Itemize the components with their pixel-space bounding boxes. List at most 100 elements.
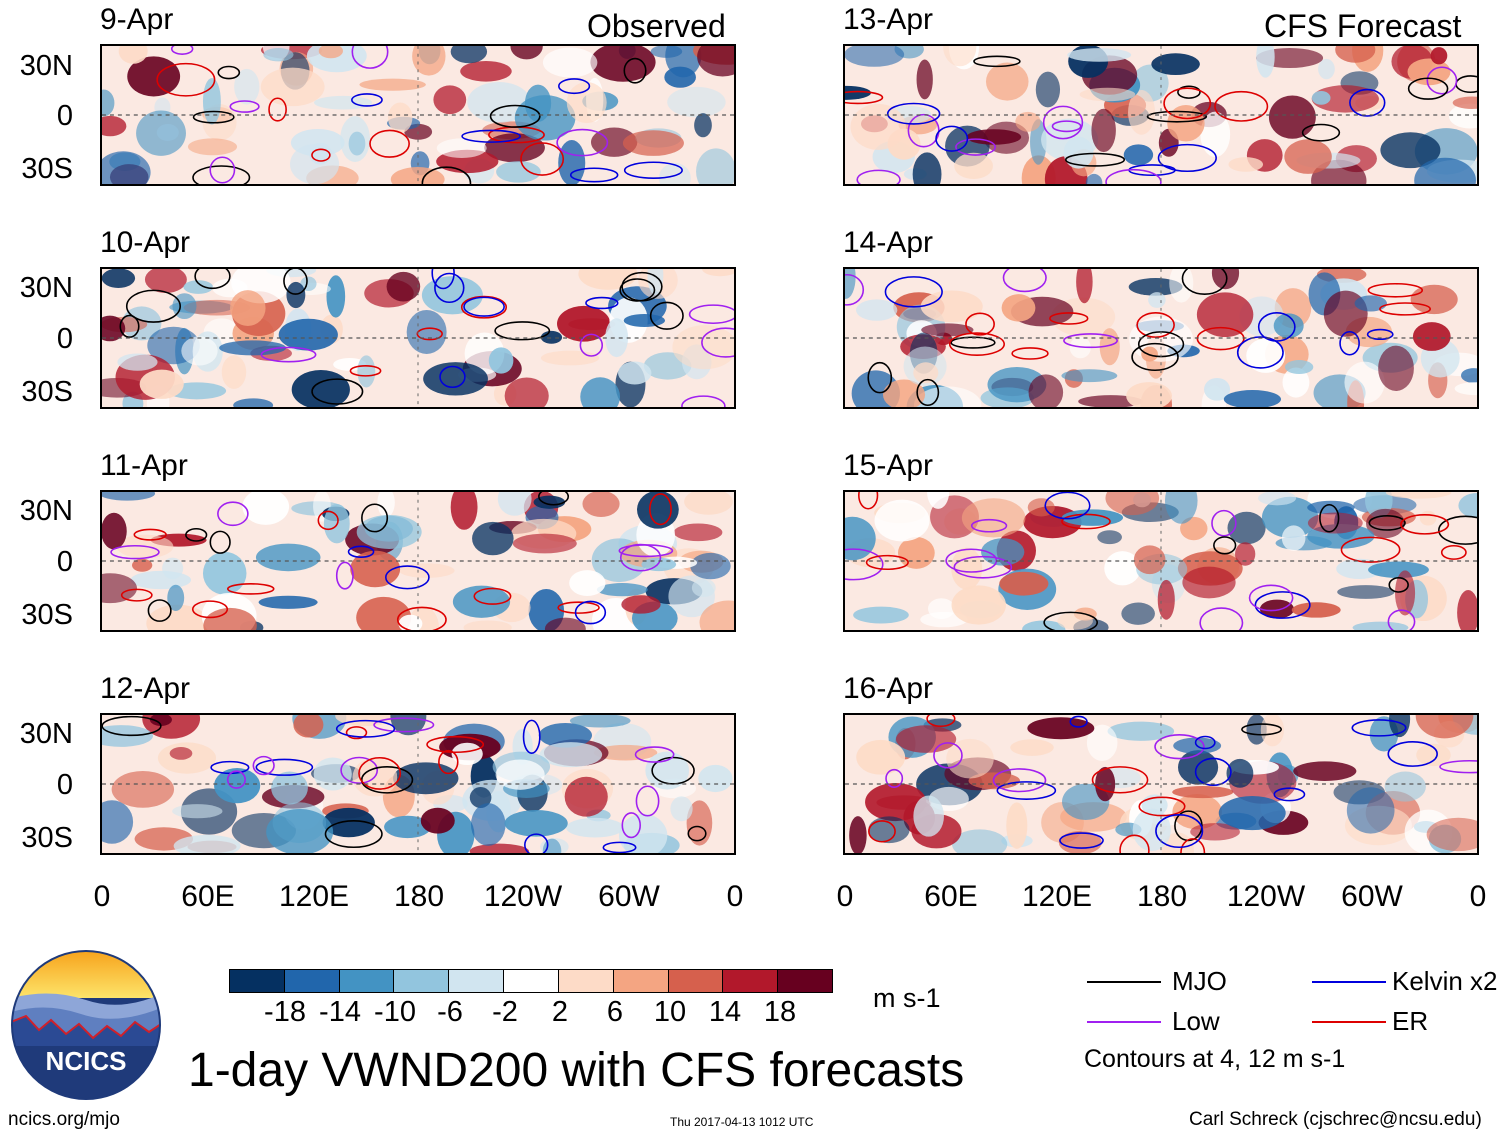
wave-contour xyxy=(520,142,565,176)
anomaly-blob xyxy=(357,355,376,388)
anomaly-blob xyxy=(650,46,683,58)
wave-contour xyxy=(229,100,260,113)
anomaly-blob xyxy=(1346,787,1395,834)
anomaly-blob xyxy=(1284,139,1332,174)
anomaly-blob xyxy=(1378,345,1414,391)
wave-contour xyxy=(1400,514,1450,535)
wave-contour xyxy=(1340,536,1401,563)
anomaly-blob xyxy=(927,492,950,509)
wave-contour xyxy=(438,749,459,775)
wave-contour xyxy=(1366,328,1394,341)
wind-anomaly-map xyxy=(102,715,734,853)
anomaly-blob xyxy=(913,386,982,407)
wave-contour xyxy=(558,78,591,95)
anomaly-blob xyxy=(1151,53,1200,76)
wave-contour xyxy=(463,296,505,317)
anomaly-blob xyxy=(544,617,586,630)
anomaly-blob xyxy=(1311,90,1331,105)
wind-anomaly-map xyxy=(845,492,1477,630)
colorbar-tick: 6 xyxy=(606,996,624,1028)
wave-contour xyxy=(385,565,430,590)
date-label: 13-Apr xyxy=(843,3,934,36)
wave-contour xyxy=(120,588,153,602)
anomaly-blob xyxy=(202,551,247,595)
anomaly-blob xyxy=(504,377,549,407)
anomaly-blob xyxy=(1030,119,1047,165)
anomaly-blob xyxy=(1461,368,1477,383)
anomaly-blob xyxy=(1027,717,1095,740)
anomaly-blob xyxy=(450,46,488,64)
wave-contour xyxy=(147,599,172,622)
anomaly-blob xyxy=(1458,492,1477,519)
footer-url[interactable]: ncics.org/mjo xyxy=(8,1109,120,1130)
anomaly-blob xyxy=(102,492,156,501)
anomaly-blob xyxy=(865,783,927,822)
wave-contour xyxy=(1091,766,1149,794)
anomaly-blob xyxy=(673,523,723,542)
wave-contour xyxy=(858,492,879,510)
date-label: 10-Apr xyxy=(100,226,191,259)
lon-label: 180 xyxy=(1136,880,1188,913)
wave-contour xyxy=(1301,123,1341,142)
anomaly-blob xyxy=(1256,46,1275,78)
colorbar-tick: -14 xyxy=(319,996,361,1028)
anomaly-blob xyxy=(1268,95,1316,139)
anomaly-blob xyxy=(1307,500,1355,515)
anomaly-blob xyxy=(1336,558,1383,579)
anomaly-blob xyxy=(999,571,1049,596)
anomaly-blob xyxy=(1028,374,1064,407)
contour-note: Contours at 4, 12 m s-1 xyxy=(1084,1045,1346,1073)
wave-contour xyxy=(209,530,231,554)
wave-contour xyxy=(1211,509,1237,537)
anomaly-blob xyxy=(697,46,734,77)
anomaly-blob xyxy=(266,808,334,853)
colorbar-swatch xyxy=(230,970,285,992)
anomaly-blob xyxy=(263,47,294,62)
anomaly-blob xyxy=(1128,278,1183,296)
anomaly-blob xyxy=(1281,525,1306,551)
date-label: 11-Apr xyxy=(100,449,188,482)
anomaly-blob xyxy=(920,290,983,323)
lat-label-30n: 30N xyxy=(19,495,73,527)
wave-contour xyxy=(1059,832,1104,849)
anomaly-blob xyxy=(533,495,566,509)
wave-contour xyxy=(351,93,383,107)
anomaly-blob xyxy=(895,725,957,753)
wave-contour xyxy=(1194,757,1232,787)
wave-contour xyxy=(1213,536,1237,555)
anomaly-blob xyxy=(1097,530,1122,545)
anomaly-blob xyxy=(102,269,136,288)
anomaly-blob xyxy=(897,536,935,569)
anomaly-blob xyxy=(540,350,600,366)
date-label: 16-Apr xyxy=(843,672,934,705)
lat-label-eq: 0 xyxy=(56,546,73,578)
wave-contour xyxy=(1051,120,1082,133)
wave-contour xyxy=(209,156,236,184)
colorbar-swatch xyxy=(504,970,559,992)
anomaly-blob xyxy=(1223,389,1282,407)
wave-contour xyxy=(335,561,354,590)
legend-kelvin-label: Kelvin x2 xyxy=(1392,966,1498,996)
map-panel-forecast-1 xyxy=(843,44,1479,186)
lat-label-30s: 30S xyxy=(21,822,73,854)
anomaly-blob xyxy=(542,47,598,78)
anomaly-blob xyxy=(221,355,247,389)
wave-contour xyxy=(1407,77,1449,100)
wave-contour xyxy=(1387,741,1438,767)
lat-label-30s: 30S xyxy=(21,599,73,631)
lon-label: 60W xyxy=(1341,880,1403,913)
lon-label: 0 xyxy=(1469,880,1487,913)
anomaly-blob xyxy=(258,595,318,609)
anomaly-blob xyxy=(1180,516,1208,541)
wave-contour xyxy=(868,820,896,843)
wave-contour xyxy=(1379,302,1431,316)
anomaly-blob xyxy=(540,330,563,344)
anomaly-blob xyxy=(986,62,1029,101)
anomaly-blob xyxy=(1407,58,1451,86)
anomaly-blob xyxy=(162,557,184,580)
colorbar-swatch xyxy=(613,970,669,992)
wave-contour xyxy=(955,138,997,156)
anomaly-blob xyxy=(488,347,514,374)
wave-contour xyxy=(579,333,604,357)
anomaly-blob xyxy=(951,585,1006,625)
